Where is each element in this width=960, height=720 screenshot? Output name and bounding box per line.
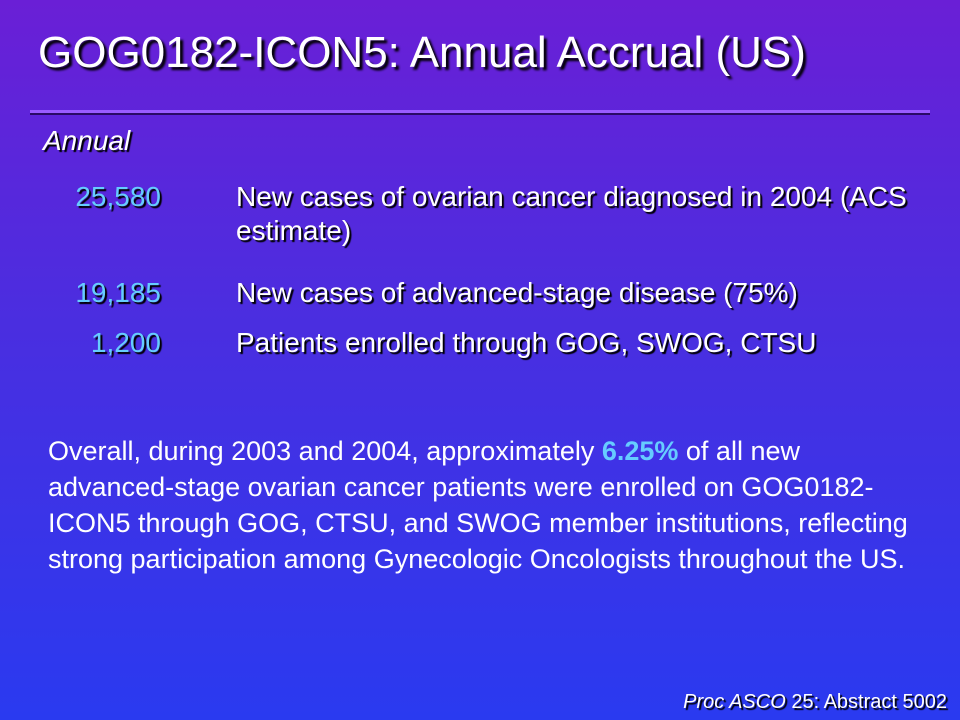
stat-description: New cases of ovarian cancer diagnosed in… [236,181,907,246]
stat-number: 25,580 [75,181,161,212]
stat-description: Patients enrolled through GOG, SWOG, CTS… [236,327,817,358]
citation: Proc ASCO 25: Abstract 5002 [683,691,947,714]
summary-paragraph: Overall, during 2003 and 2004, approxima… [48,433,908,577]
enrollment-percentage: 6.25% [601,436,679,466]
summary-text-start: Overall, during 2003 and 2004, approxima… [48,436,602,466]
stat-number: 1,200 [90,327,161,358]
citation-detail: 25: Abstract 5002 [785,691,947,713]
summary-text-end: of all new advanced-stage ovarian cancer… [48,436,908,574]
stat-description: New cases of advanced-stage disease (75%… [236,277,798,308]
stat-number: 19,185 [75,277,161,308]
slide-title: GOG0182-ICON5: Annual Accrual (US) [38,28,806,77]
citation-journal: Proc ASCO [683,691,786,713]
section-heading: Annual [43,125,131,156]
title-divider [30,110,930,113]
